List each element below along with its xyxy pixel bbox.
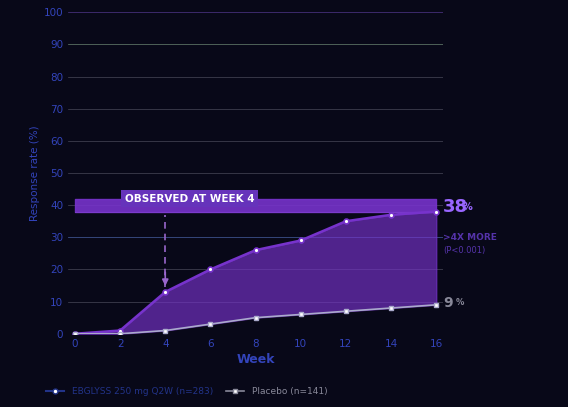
X-axis label: Week: Week [236,353,275,366]
Text: %: % [456,298,464,307]
Text: OBSERVED AT WEEK 4: OBSERVED AT WEEK 4 [124,193,254,204]
Text: 38: 38 [443,198,468,216]
Text: (P<0.001): (P<0.001) [443,246,485,255]
Text: %: % [462,202,472,212]
Text: 9: 9 [443,296,453,310]
Y-axis label: Response rate (%): Response rate (%) [30,125,40,221]
Text: >4X MORE: >4X MORE [443,233,497,242]
Legend: EBGLYSS 250 mg Q2W (n=283), Placebo (n=141): EBGLYSS 250 mg Q2W (n=283), Placebo (n=1… [43,384,331,400]
